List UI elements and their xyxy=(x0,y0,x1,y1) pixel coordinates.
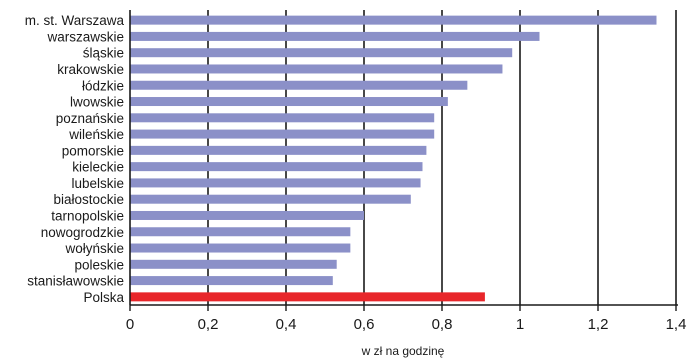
bar xyxy=(130,243,351,253)
category-label: nowogrodzkie xyxy=(41,225,124,240)
category-label: wileńskie xyxy=(68,127,124,142)
category-label: poleskie xyxy=(74,257,124,272)
category-label: krakowskie xyxy=(57,62,124,77)
x-tick-label: 0,8 xyxy=(432,316,453,333)
category-label: poznańskie xyxy=(56,111,124,126)
category-label: kieleckie xyxy=(72,160,124,175)
category-label: tarnopolskie xyxy=(51,208,124,223)
category-label: stanisławowskie xyxy=(27,274,124,289)
bar xyxy=(130,194,411,204)
x-tick-label: 0 xyxy=(126,316,134,333)
bar xyxy=(130,259,337,269)
category-label: lubelskie xyxy=(71,176,124,191)
bar xyxy=(130,276,333,286)
axes xyxy=(129,10,678,311)
bar xyxy=(130,64,503,74)
bar xyxy=(130,80,468,90)
category-label: Polska xyxy=(83,290,124,305)
bar xyxy=(130,210,364,220)
category-label: lwowskie xyxy=(70,95,124,110)
bar xyxy=(130,292,485,302)
grid xyxy=(207,10,677,305)
category-label: pomorskie xyxy=(62,143,124,158)
category-label: śląskie xyxy=(83,46,124,61)
bar xyxy=(130,113,435,123)
x-axis-title: w zł na godzinę xyxy=(361,344,445,358)
x-tick-label: 1,2 xyxy=(588,316,609,333)
bar xyxy=(130,129,435,139)
x-tick-label: 1,4 xyxy=(666,316,687,333)
bar xyxy=(130,97,448,107)
bar xyxy=(130,145,427,155)
bar xyxy=(130,178,421,188)
x-tick-label: 0,2 xyxy=(198,316,219,333)
category-label: m. st. Warszawa xyxy=(25,13,125,28)
bar xyxy=(130,15,657,25)
category-label: wołyńskie xyxy=(64,241,124,256)
x-tick-label: 0,6 xyxy=(354,316,375,333)
bars xyxy=(130,15,657,302)
x-tick-label: 0,4 xyxy=(276,316,297,333)
bar xyxy=(130,162,423,172)
bar xyxy=(130,227,351,237)
bar xyxy=(130,48,513,58)
bar xyxy=(130,31,540,41)
category-label: warszawskie xyxy=(46,29,124,44)
category-label: białostockie xyxy=(53,192,124,207)
category-label: łódzkie xyxy=(82,78,124,93)
x-tick-label: 1 xyxy=(516,316,524,333)
